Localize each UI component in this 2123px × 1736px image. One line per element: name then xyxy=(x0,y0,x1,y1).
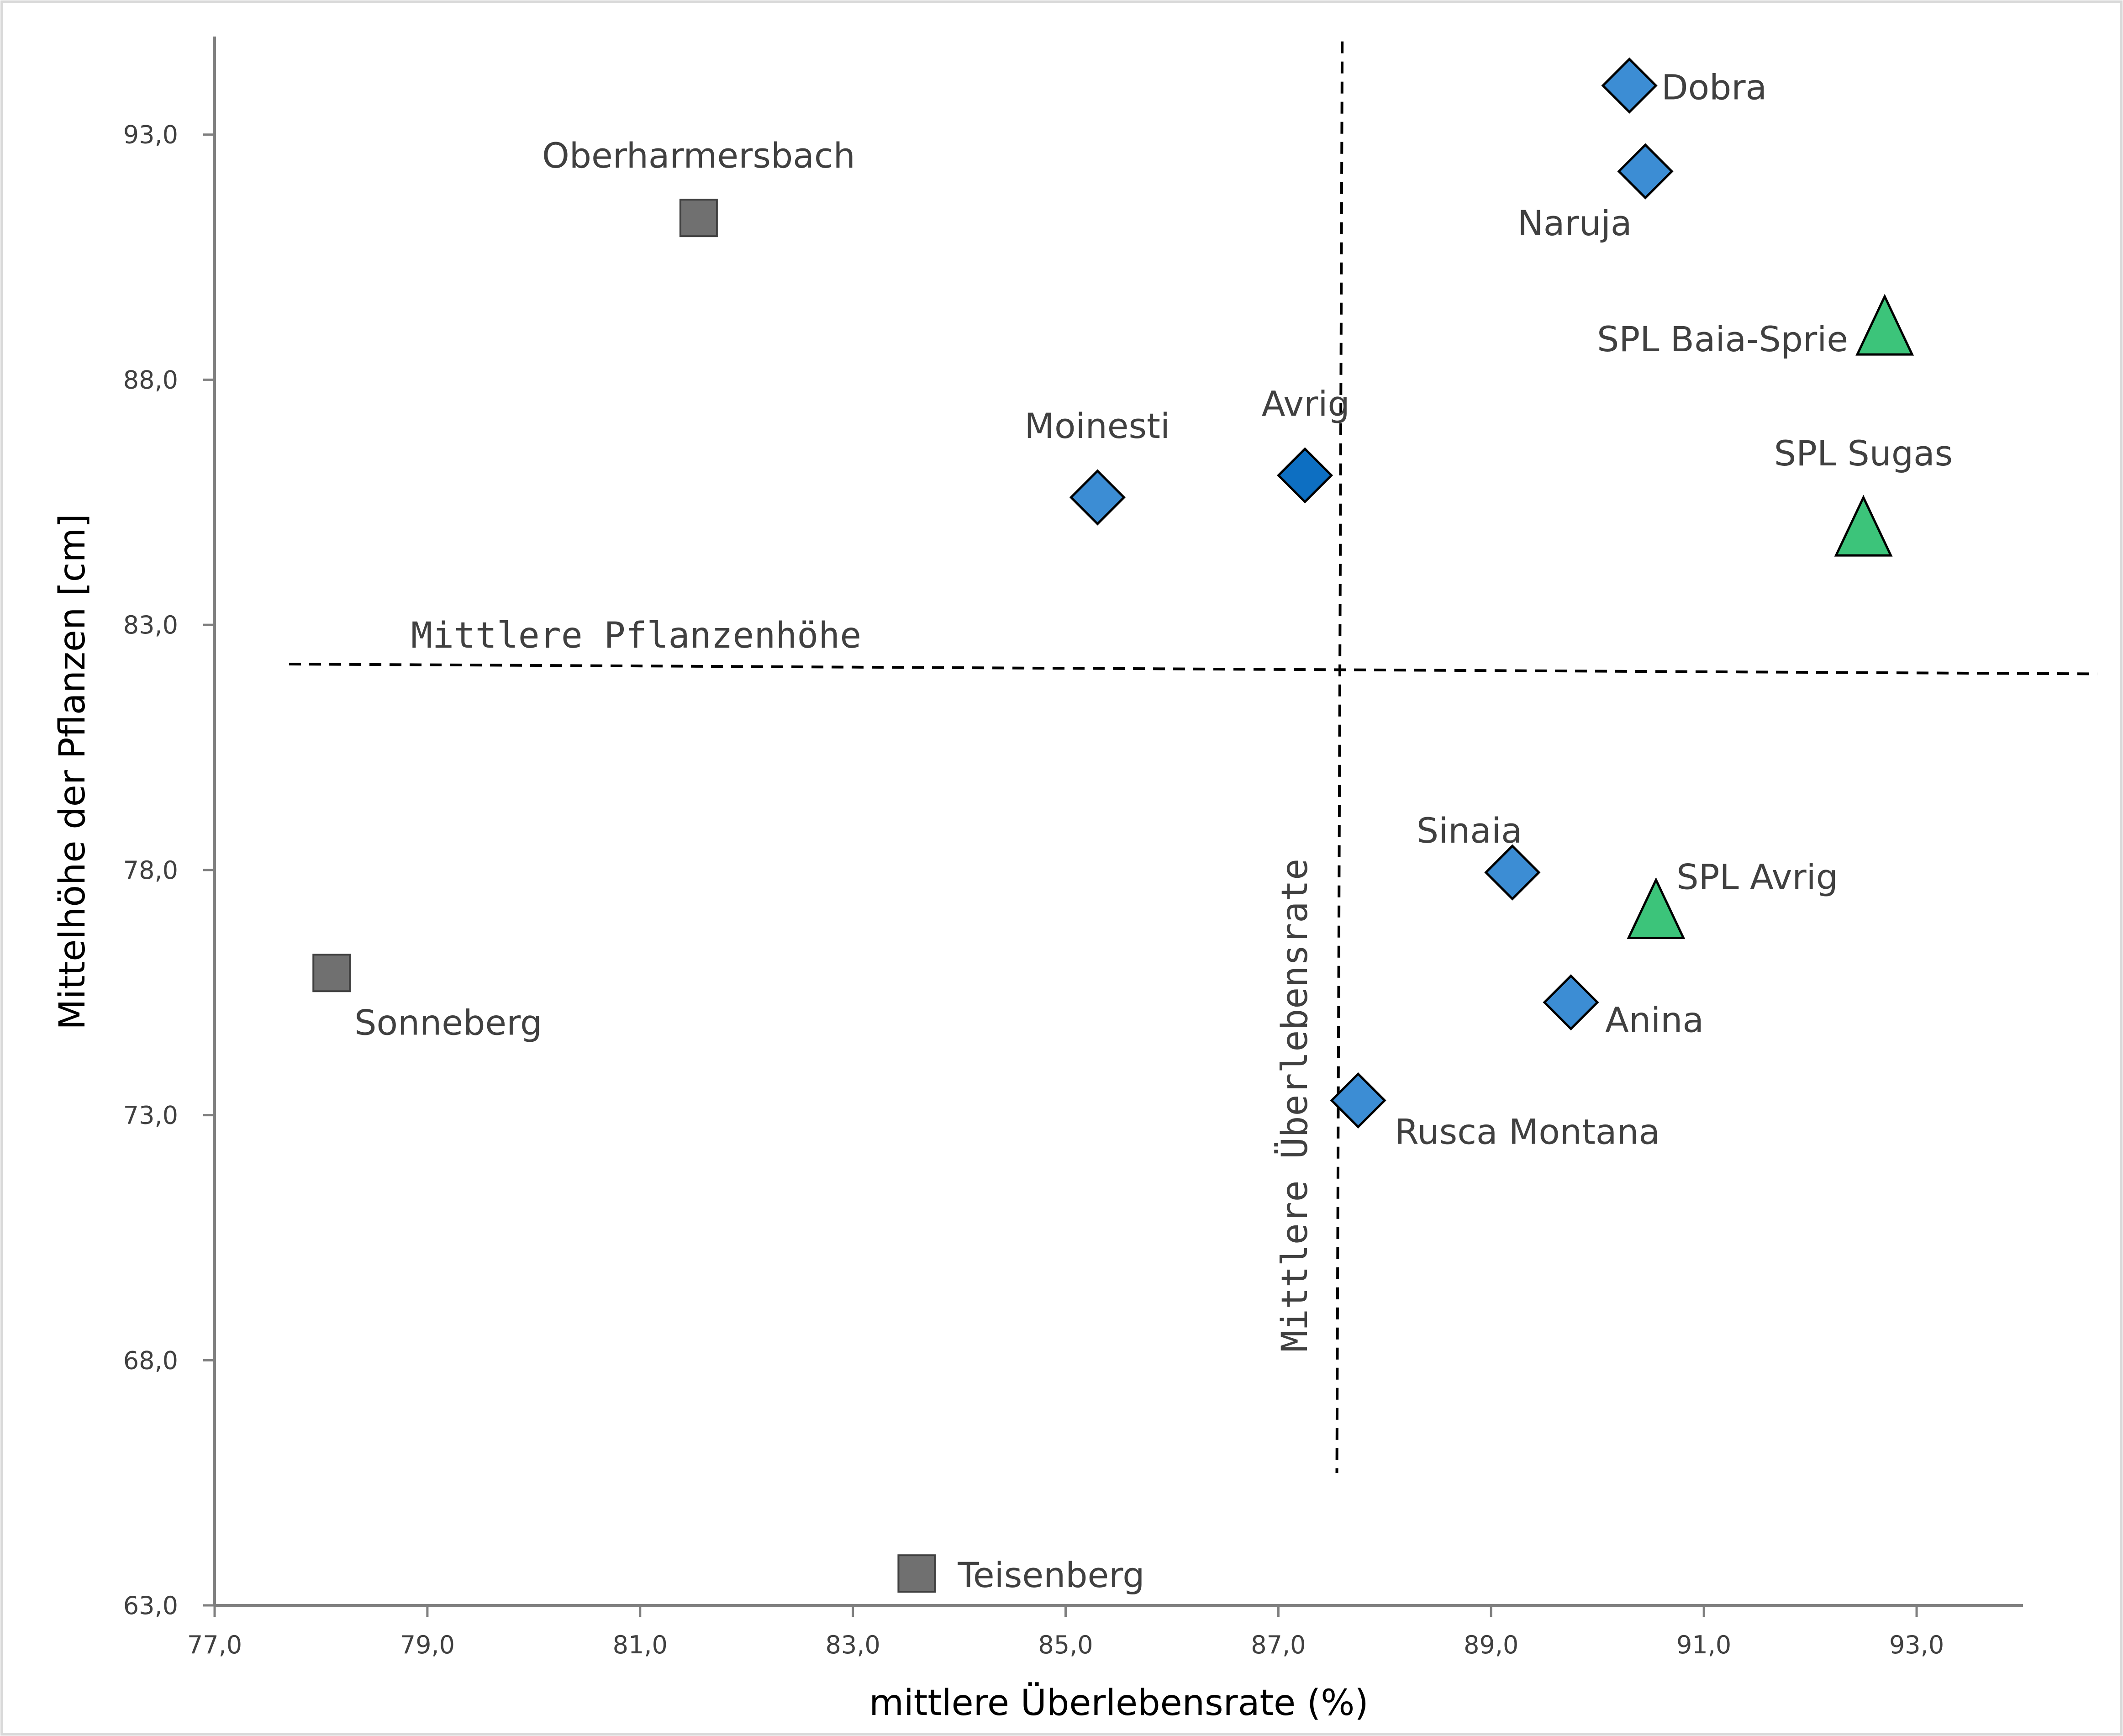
x-tick-label: 85,0 xyxy=(1038,1630,1093,1659)
triangle-point-spl-avrig xyxy=(1627,877,1686,939)
diamond-point-dobra xyxy=(1601,57,1658,114)
diamond-point-avrig xyxy=(1277,447,1333,504)
diamond-point-naruja xyxy=(1617,143,1674,200)
y-axis-title: Mittelhöhe der Pflanzen [cm] xyxy=(52,514,93,1030)
point-label-spl-avrig: SPL Avrig xyxy=(1676,856,1838,897)
axes: 77,0 79,0 81,0 83,0 85,0 87,0 89,0 91,0 93,0 63,0… xyxy=(123,37,2023,1659)
triangle-point-spl-baia-sprie xyxy=(1855,294,1914,356)
x-tick-label: 87,0 xyxy=(1251,1630,1306,1659)
diamond-point-rusca-montana xyxy=(1330,1072,1386,1129)
point-label-rusca-montana: Rusca Montana xyxy=(1395,1111,1660,1152)
y-tick-label: 68,0 xyxy=(123,1346,178,1375)
x-axis-title: mittlere Überlebensrate (%) xyxy=(869,1682,1369,1724)
x-tick-label: 81,0 xyxy=(613,1630,668,1659)
reference-line-mean-survival xyxy=(1335,41,1344,1473)
triangle-point-spl-sugas xyxy=(1834,495,1893,557)
point-label-moinesti: Moinesti xyxy=(1024,406,1170,446)
diamond-point-sinaia xyxy=(1484,844,1541,901)
x-tick-label: 89,0 xyxy=(1464,1630,1518,1659)
point-label-sinaia: Sinaia xyxy=(1417,810,1522,851)
x-tick-label: 93,0 xyxy=(1889,1630,1944,1659)
point-labels: Dobra Naruja Moinesti Avrig Sinaia Anina Rusca… xyxy=(354,67,1953,1595)
y-tick-label: 78,0 xyxy=(123,856,178,885)
data-points xyxy=(312,57,1914,1593)
point-label-dobra: Dobra xyxy=(1661,67,1767,107)
x-tick-label: 77,0 xyxy=(187,1630,242,1659)
reference-lines: Mittlere Pflanzenhöhe Mittlere Überlebens… xyxy=(289,41,2098,1473)
y-tick-label: 93,0 xyxy=(123,121,178,149)
y-tick-label: 63,0 xyxy=(123,1591,178,1620)
x-tick-label: 91,0 xyxy=(1676,1630,1731,1659)
point-label-anina: Anina xyxy=(1605,1000,1704,1040)
reference-line-mean-height xyxy=(289,663,2098,675)
point-label-avrig: Avrig xyxy=(1262,384,1350,424)
square-point-sonneberg xyxy=(312,954,351,992)
diamond-point-anina xyxy=(1543,974,1599,1031)
point-label-naruja: Naruja xyxy=(1517,203,1632,243)
point-label-teisenberg: Teisenberg xyxy=(957,1555,1144,1595)
square-point-oberharmersbach xyxy=(679,199,718,237)
point-label-spl-baia-sprie: SPL Baia-Sprie xyxy=(1597,319,1848,359)
x-tick-label: 79,0 xyxy=(400,1630,455,1659)
y-tick-label: 83,0 xyxy=(123,611,178,639)
diamond-point-moinesti xyxy=(1069,469,1126,526)
reference-label-mean-height: Mittlere Pflanzenhöhe xyxy=(411,615,861,656)
y-tick-label: 88,0 xyxy=(123,365,178,394)
point-label-oberharmersbach: Oberharmersbach xyxy=(542,135,855,176)
reference-label-mean-survival: Mittlere Überlebensrate xyxy=(1274,859,1316,1352)
x-tick-label: 83,0 xyxy=(826,1630,880,1659)
point-label-spl-sugas: SPL Sugas xyxy=(1774,433,1953,474)
y-tick-label: 73,0 xyxy=(123,1101,178,1130)
point-label-sonneberg: Sonneberg xyxy=(354,1002,542,1043)
square-point-teisenberg xyxy=(897,1554,936,1593)
